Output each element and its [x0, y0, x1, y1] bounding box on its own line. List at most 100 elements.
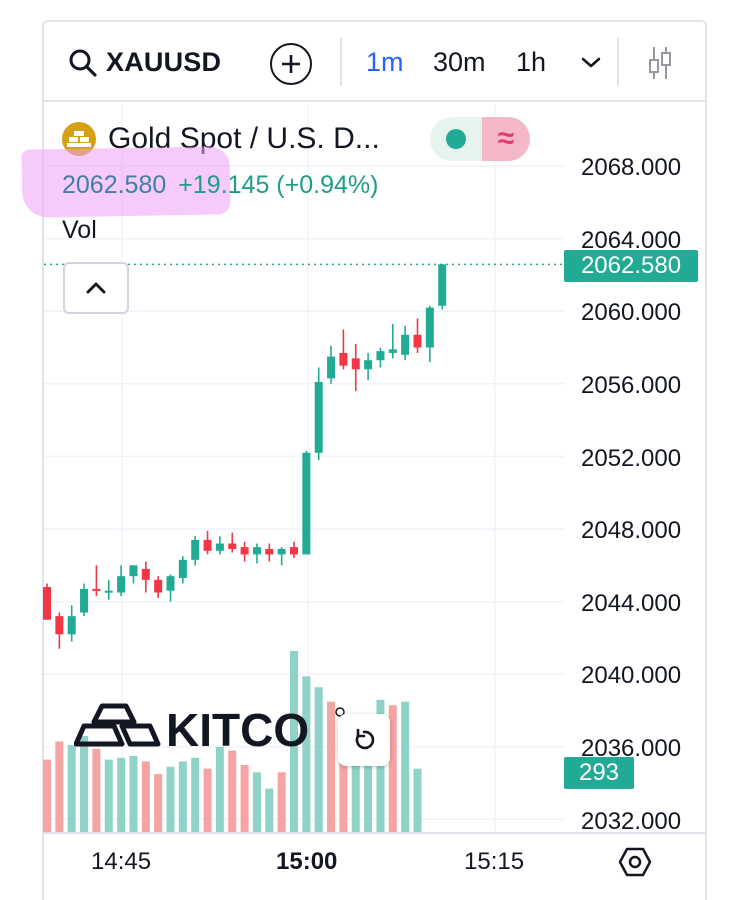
- volume-bar: [240, 765, 249, 832]
- candle: [277, 547, 286, 566]
- price-tick: 2032.000: [581, 808, 682, 835]
- volume-bar: [401, 701, 410, 832]
- volume-bar: [104, 759, 113, 832]
- collapse-legend-button[interactable]: [63, 262, 129, 314]
- interval-30m[interactable]: 30m: [433, 46, 486, 77]
- candle: [228, 532, 237, 553]
- volume-bar: [154, 774, 163, 832]
- volume-bar: [141, 761, 150, 832]
- candle: [129, 565, 138, 584]
- candle-body: [339, 352, 348, 366]
- candle-body: [314, 381, 323, 453]
- legend-price: 2062.580: [62, 171, 167, 199]
- legend-status-toggle[interactable]: ≈: [430, 117, 530, 161]
- candle-body: [438, 264, 447, 306]
- candle: [314, 367, 323, 461]
- candle: [203, 530, 212, 555]
- volume-bar: [302, 676, 311, 832]
- candle-body: [252, 547, 261, 555]
- candle-body: [141, 568, 150, 580]
- interval-1m[interactable]: 1m: [366, 46, 404, 77]
- candle: [154, 576, 163, 598]
- volume-bar: [290, 651, 298, 832]
- candle: [191, 536, 200, 566]
- volume-bar: [55, 741, 64, 832]
- volume-bar: [277, 772, 286, 832]
- candle-body: [351, 358, 360, 370]
- symbol-name[interactable]: XAUUSD: [106, 46, 222, 77]
- candle: [215, 536, 224, 555]
- price-tick: 2044.000: [581, 590, 682, 617]
- candle-body: [166, 576, 175, 591]
- candle-body: [203, 539, 212, 551]
- candle-body: [290, 547, 298, 555]
- reset-icon: [355, 728, 375, 750]
- price-tick: 2060.000: [581, 299, 682, 326]
- reset-chart-button[interactable]: [338, 714, 390, 766]
- legend-values: 2062.580 +19.145 (+0.94%): [62, 171, 378, 200]
- volume-bar: [339, 757, 348, 832]
- interval-1h[interactable]: 1h: [516, 46, 547, 77]
- candle: [376, 347, 385, 368]
- candle-body: [425, 307, 434, 348]
- candles: [43, 264, 447, 649]
- volume-bar: [351, 752, 360, 832]
- volume-bar: [67, 745, 76, 832]
- candle: [401, 325, 410, 361]
- toolbar-divider: [617, 38, 619, 86]
- candle-body: [240, 547, 249, 555]
- candle: [351, 343, 360, 392]
- candle: [290, 541, 298, 559]
- candle: [364, 352, 373, 381]
- volatility-icon: ≈: [482, 117, 530, 161]
- volume-bar: [314, 687, 323, 832]
- candle: [327, 345, 336, 384]
- price-tick: 2052.000: [581, 445, 682, 472]
- chevron-down-icon[interactable]: [576, 48, 606, 78]
- candle-body: [55, 616, 64, 635]
- candle: [117, 565, 126, 597]
- time-tick: 14:45: [91, 848, 152, 875]
- search-icon[interactable]: [66, 46, 100, 80]
- candle: [302, 450, 311, 555]
- candle-body: [92, 588, 101, 591]
- volume-bar: [117, 757, 126, 832]
- volume-bar: [92, 748, 101, 832]
- candle-body: [154, 579, 163, 593]
- volume-bar: [265, 788, 274, 832]
- candle-body: [364, 360, 373, 370]
- volume-bar: [191, 757, 200, 832]
- candle-body: [191, 539, 200, 560]
- candle-body: [327, 356, 336, 379]
- candle-body: [376, 351, 385, 361]
- candle-body: [80, 588, 89, 613]
- last-price-label: 2062.580: [564, 250, 698, 282]
- candle: [425, 305, 434, 363]
- settings-icon[interactable]: [618, 845, 652, 879]
- volume-bar: [215, 746, 224, 832]
- candle: [178, 556, 187, 584]
- volume-legend-label[interactable]: Vol: [62, 216, 97, 244]
- candle: [67, 605, 76, 642]
- time-tick: 15:15: [464, 848, 525, 875]
- candle: [43, 583, 51, 620]
- candle-body: [43, 587, 51, 620]
- candle: [55, 612, 64, 649]
- candle: [166, 574, 175, 602]
- price-tick: 2048.000: [581, 517, 682, 544]
- candle-body: [302, 452, 311, 555]
- kitco-logo: KITCO: [74, 703, 345, 756]
- volume-bar: [388, 705, 397, 832]
- kitco-wordmark: KITCO: [166, 704, 309, 756]
- candle: [240, 541, 249, 562]
- chart-toolbar: XAUUSD 1m 30m 1h: [44, 22, 705, 102]
- volume-bar: [80, 736, 89, 832]
- indicator-icon[interactable]: [642, 44, 678, 82]
- candle: [141, 561, 150, 593]
- add-icon[interactable]: [270, 43, 312, 85]
- candle: [339, 329, 348, 370]
- time-axis: [44, 832, 705, 900]
- volume-bar: [203, 768, 212, 832]
- candle: [438, 264, 447, 310]
